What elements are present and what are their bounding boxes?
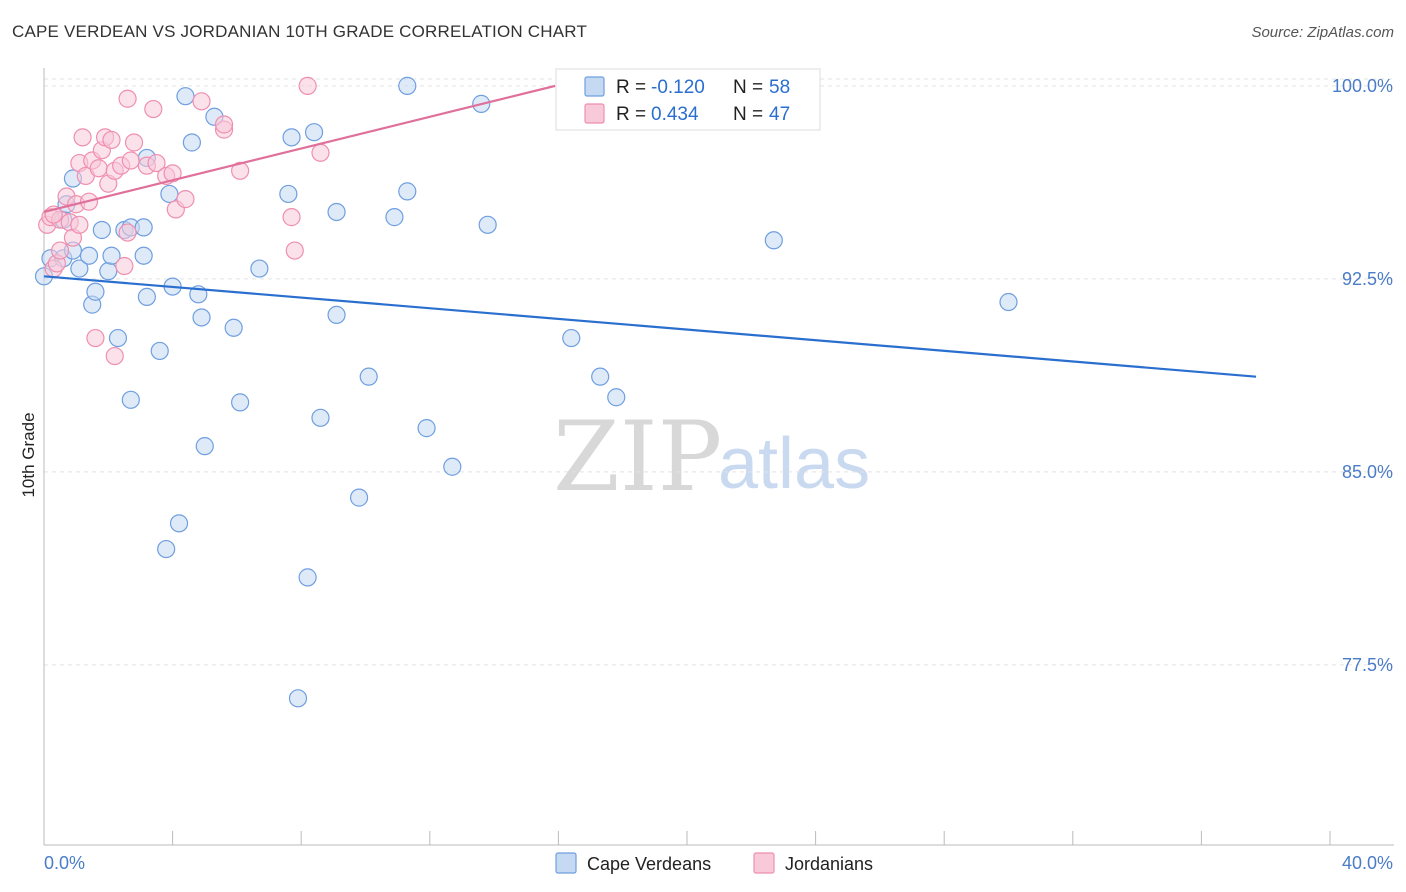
cape-verdean-point-45 <box>359 367 378 386</box>
cape-verdean-point-22 <box>150 341 169 361</box>
cape-verdean-point-34 <box>231 393 250 412</box>
jordanian-point-26 <box>118 223 137 242</box>
jordanian-point-16 <box>86 328 105 348</box>
x-tick-label-0: 0.0% <box>44 853 85 873</box>
chart-title: CAPE VERDEAN VS JORDANIAN 10TH GRADE COR… <box>12 22 588 41</box>
cape-verdean-point-44 <box>349 488 369 507</box>
cape-verdean-point-35 <box>250 259 269 278</box>
cape-verdean-point-21 <box>137 287 156 306</box>
jordanian-point-21 <box>102 130 121 150</box>
cape-verdean-point-38 <box>288 689 308 708</box>
cape-verdean-point-24 <box>160 184 179 204</box>
cape-verdean-point-14 <box>108 328 128 348</box>
cape-verdean-point-54 <box>591 367 610 386</box>
cape-verdean-point-39 <box>298 568 317 587</box>
jordanian-trend-line <box>43 84 556 214</box>
jordanian-point-39 <box>214 115 234 134</box>
legend-n-label-0: N = <box>733 77 763 98</box>
jordanian-point-40 <box>231 161 250 180</box>
jordanian-point-44 <box>311 143 330 162</box>
cape-verdean-point-43 <box>327 305 346 325</box>
y-tick-label-1: 92.5% <box>1342 269 1393 289</box>
cape-verdean-point-37 <box>282 128 301 147</box>
jordanian-point-37 <box>192 92 211 111</box>
watermark-zip: ZIP <box>553 401 722 513</box>
cape-verdean-point-23 <box>157 539 176 559</box>
y-tick-label-2: 85.0% <box>1342 462 1393 482</box>
jordanian-point-43 <box>298 76 317 95</box>
jordanian-point-17 <box>89 159 108 178</box>
jordanian-point-34 <box>163 164 182 183</box>
bottom-legend-swatch-1 <box>753 852 775 874</box>
jordanian-point-25 <box>115 256 134 276</box>
cape-verdean-point-12 <box>99 262 118 281</box>
jordanian-point-42 <box>285 241 304 260</box>
cape-verdean-point-36 <box>279 184 298 204</box>
jordanian-point-10 <box>70 215 89 234</box>
cape-verdean-point-10 <box>86 282 105 301</box>
watermark-atlas: atlas <box>718 424 870 504</box>
jordanian-point-23 <box>105 346 124 366</box>
cape-verdean-point-57 <box>999 292 1018 312</box>
legend-r-label-0: R = <box>616 77 646 98</box>
cape-verdean-trend-line <box>43 275 1257 378</box>
x-tick-label-1: 40.0% <box>1342 853 1393 873</box>
legend-r-value-0: -0.120 <box>651 77 705 98</box>
bottom-legend-swatch-0 <box>555 852 577 874</box>
jordanian-point-28 <box>121 151 140 170</box>
cape-verdean-point-18 <box>134 218 153 237</box>
cape-verdean-point-46 <box>385 208 404 227</box>
jordanian-point-32 <box>147 153 166 173</box>
cape-verdean-point-42 <box>327 202 346 222</box>
legend-swatch-1 <box>584 103 605 124</box>
jordanian-point-36 <box>176 190 195 209</box>
cape-verdean-point-13 <box>102 246 121 265</box>
legend-r-label-1: R = <box>616 104 646 125</box>
cape-verdean-point-11 <box>92 220 111 240</box>
cape-verdean-point-28 <box>182 133 201 152</box>
legend-n-value-1: 47 <box>769 104 790 125</box>
cape-verdean-point-56 <box>764 231 783 250</box>
cape-verdean-point-31 <box>195 437 214 456</box>
cape-verdean-point-47 <box>398 182 417 201</box>
legend-swatch-0 <box>584 76 605 97</box>
cape-verdean-point-33 <box>224 318 243 337</box>
cape-verdean-point-53 <box>562 328 581 348</box>
jordanian-point-5 <box>50 241 70 260</box>
source-label: Source: ZipAtlas.com <box>1251 24 1394 41</box>
legend-r-value-1: 0.434 <box>651 104 699 125</box>
y-tick-label-3: 77.5% <box>1342 655 1393 675</box>
cape-verdean-point-30 <box>192 308 211 327</box>
cape-verdean-point-26 <box>169 514 189 533</box>
cape-verdean-point-48 <box>398 76 417 95</box>
y-tick-label-0: 100.0% <box>1332 76 1393 96</box>
legend-n-value-0: 58 <box>769 77 790 98</box>
cape-verdean-point-8 <box>79 246 99 265</box>
jordanian-point-12 <box>73 128 92 147</box>
cape-verdean-point-52 <box>478 215 497 234</box>
jordanian-point-27 <box>118 89 137 108</box>
jordanian-point-29 <box>124 133 144 152</box>
cape-verdean-point-50 <box>443 457 462 476</box>
cape-verdean-point-41 <box>311 408 330 427</box>
cape-verdean-point-17 <box>121 390 140 409</box>
cape-verdean-point-7 <box>70 259 89 278</box>
y-axis-label: 10th Grade <box>19 412 38 497</box>
cape-verdean-point-27 <box>176 87 195 106</box>
cape-verdean-point-55 <box>607 388 626 407</box>
bottom-legend-label-1: Jordanians <box>785 854 873 874</box>
cape-verdean-point-49 <box>417 419 436 438</box>
cape-verdean-point-40 <box>304 123 324 142</box>
bottom-legend-label-0: Cape Verdeans <box>587 854 711 874</box>
jordanian-point-41 <box>282 208 301 227</box>
cape-verdean-point-19 <box>134 246 153 265</box>
legend-n-label-1: N = <box>733 104 763 125</box>
jordanian-point-31 <box>144 99 163 119</box>
